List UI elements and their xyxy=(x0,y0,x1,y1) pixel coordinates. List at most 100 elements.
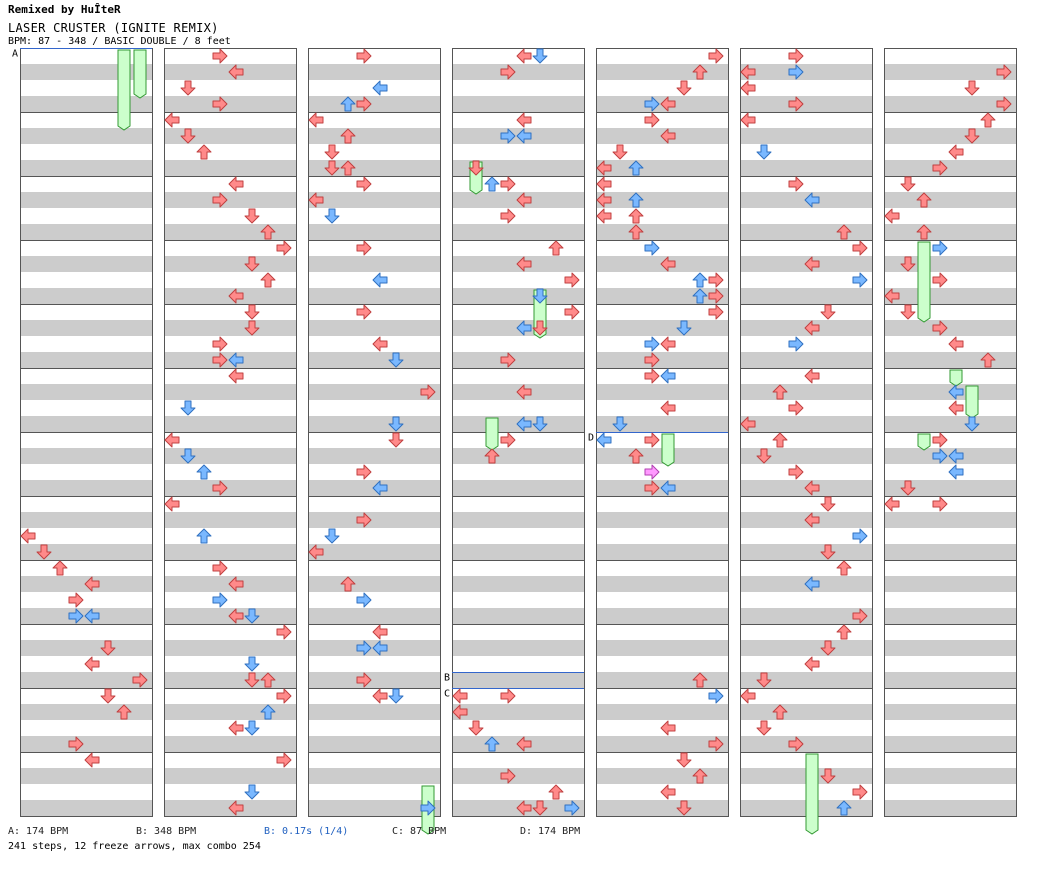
step-arrow xyxy=(804,576,820,592)
step-arrow xyxy=(484,176,500,192)
step-arrow xyxy=(36,544,52,560)
step-arrow xyxy=(164,496,180,512)
stripe xyxy=(884,544,1016,560)
stripe xyxy=(308,800,440,816)
stripe xyxy=(596,416,728,432)
step-arrow xyxy=(356,304,372,320)
column-border xyxy=(452,48,585,817)
step-arrow xyxy=(228,800,244,816)
step-arrow xyxy=(660,720,676,736)
step-arrow xyxy=(228,352,244,368)
step-arrow xyxy=(356,96,372,112)
step-arrow xyxy=(948,144,964,160)
stripe xyxy=(20,480,152,496)
step-arrow xyxy=(372,272,388,288)
stripe xyxy=(308,224,440,240)
step-arrow xyxy=(676,320,692,336)
stripe xyxy=(884,480,1016,496)
step-arrow xyxy=(820,544,836,560)
stripe xyxy=(740,64,872,80)
stripe xyxy=(164,704,296,720)
step-arrow xyxy=(772,384,788,400)
step-arrow xyxy=(276,240,292,256)
stripe xyxy=(20,384,152,400)
stripe xyxy=(884,640,1016,656)
stripe xyxy=(308,64,440,80)
step-arrow xyxy=(628,208,644,224)
stripe xyxy=(308,544,440,560)
freeze-arrow xyxy=(661,433,675,467)
freeze-arrow xyxy=(917,433,931,451)
step-arrow xyxy=(212,352,228,368)
step-arrow xyxy=(660,784,676,800)
step-arrow xyxy=(756,672,772,688)
step-arrow xyxy=(452,688,468,704)
stripe xyxy=(452,576,584,592)
bpm-marker-label: C xyxy=(444,689,450,700)
step-arrow xyxy=(852,784,868,800)
step-arrow xyxy=(132,672,148,688)
step-arrow xyxy=(244,320,260,336)
stripe xyxy=(20,768,152,784)
stripe xyxy=(884,224,1016,240)
step-arrow xyxy=(308,112,324,128)
stripe xyxy=(164,544,296,560)
step-arrow xyxy=(788,336,804,352)
step-arrow xyxy=(884,208,900,224)
step-arrow xyxy=(932,320,948,336)
stripe xyxy=(308,160,440,176)
step-arrow xyxy=(996,96,1012,112)
stripe xyxy=(884,768,1016,784)
step-arrow xyxy=(644,96,660,112)
step-arrow xyxy=(612,416,628,432)
step-arrow xyxy=(884,288,900,304)
step-arrow xyxy=(500,688,516,704)
step-arrow xyxy=(660,256,676,272)
stripe xyxy=(20,320,152,336)
song-title: LASER CRUSTER (IGNITE REMIX) xyxy=(8,21,219,35)
step-arrow xyxy=(596,432,612,448)
step-arrow xyxy=(788,464,804,480)
chart-column xyxy=(164,48,297,817)
step-arrow xyxy=(788,736,804,752)
stripe xyxy=(164,128,296,144)
step-arrow xyxy=(532,800,548,816)
freeze-arrow xyxy=(805,753,819,835)
step-arrow xyxy=(516,320,532,336)
stripe xyxy=(884,256,1016,272)
step-arrow xyxy=(612,144,628,160)
stripe xyxy=(452,768,584,784)
step-arrow xyxy=(804,256,820,272)
step-arrow xyxy=(932,240,948,256)
stripe xyxy=(452,448,584,464)
step-arrow xyxy=(308,192,324,208)
step-arrow xyxy=(212,480,228,496)
step-arrow xyxy=(644,480,660,496)
stripe xyxy=(596,384,728,400)
stripe xyxy=(596,160,728,176)
step-arrow xyxy=(372,480,388,496)
step-arrow xyxy=(228,288,244,304)
stripe xyxy=(20,224,152,240)
stripe xyxy=(164,640,296,656)
stripe xyxy=(740,640,872,656)
stripe xyxy=(452,288,584,304)
step-arrow xyxy=(900,176,916,192)
stripe xyxy=(884,96,1016,112)
step-arrow xyxy=(708,288,724,304)
column-border xyxy=(164,48,297,817)
step-arrow xyxy=(244,672,260,688)
freeze-arrow xyxy=(133,49,147,99)
stripe xyxy=(20,736,152,752)
stripe xyxy=(20,192,152,208)
stripe xyxy=(308,96,440,112)
stripe xyxy=(308,672,440,688)
step-arrow xyxy=(244,720,260,736)
column-border xyxy=(308,48,441,817)
stripe xyxy=(596,224,728,240)
bpm-marker-label: B xyxy=(444,673,450,684)
stripe xyxy=(740,288,872,304)
stripe xyxy=(596,352,728,368)
step-arrow xyxy=(356,512,372,528)
stripe xyxy=(596,576,728,592)
